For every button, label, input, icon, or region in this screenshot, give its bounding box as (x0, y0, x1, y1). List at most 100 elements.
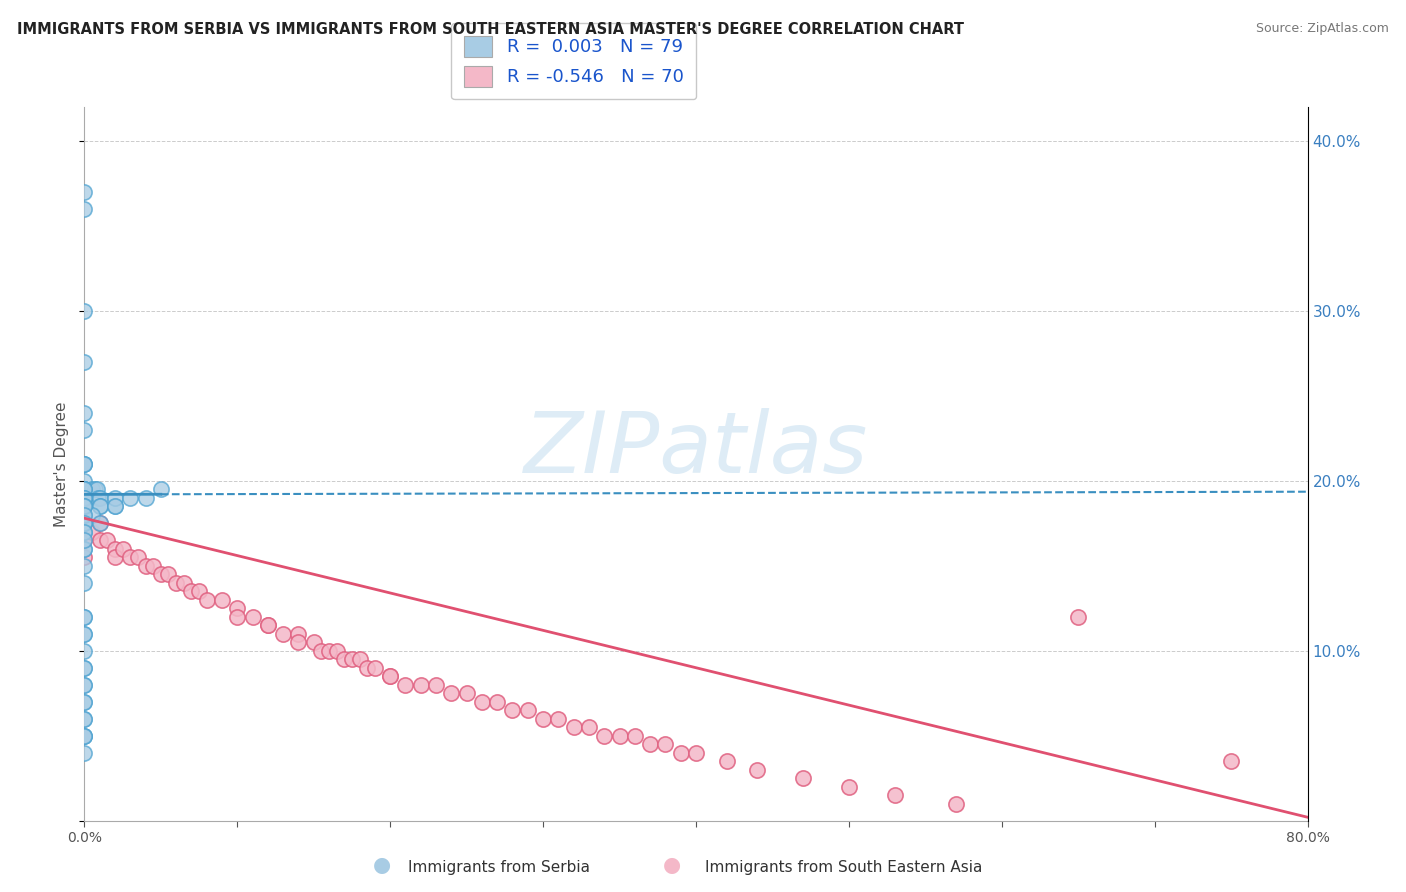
Point (73, 533, 96, 548)
Legend: R =  0.003   N = 79, R = -0.546   N = 70: R = 0.003 N = 79, R = -0.546 N = 70 (451, 23, 696, 99)
Point (73, 712, 96, 726)
Point (104, 550, 127, 565)
Point (73, 483, 96, 497)
Point (257, 618, 280, 632)
Point (380, 669, 402, 683)
Point (380, 669, 402, 683)
Point (226, 601, 249, 615)
Point (73, 746, 96, 760)
Point (73, 457, 96, 471)
Point (73, 508, 96, 522)
Point (593, 729, 616, 743)
Point (1067, 609, 1090, 624)
Point (96, 533, 118, 548)
Point (425, 678, 447, 692)
Point (157, 567, 180, 582)
Point (73, 500, 96, 514)
Point (73, 550, 96, 565)
Point (73, 423, 96, 437)
Point (271, 626, 294, 640)
Point (104, 541, 127, 556)
Point (356, 661, 378, 675)
Point (792, 771, 814, 785)
Point (562, 720, 585, 734)
Point (173, 575, 195, 590)
Point (287, 626, 309, 640)
Point (311, 644, 333, 658)
Point (73, 491, 96, 505)
Point (73, 483, 96, 497)
Point (409, 678, 432, 692)
Point (73, 695, 96, 709)
Point (195, 592, 218, 607)
Point (471, 695, 494, 709)
Point (80, 508, 103, 522)
Point (516, 703, 538, 717)
Point (73, 406, 96, 420)
Point (287, 635, 309, 649)
Point (120, 491, 142, 505)
Point (73, 541, 96, 556)
Y-axis label: Master's Degree: Master's Degree (53, 401, 69, 526)
Text: ZIPatlas: ZIPatlas (524, 408, 868, 491)
Point (165, 575, 187, 590)
Point (73, 491, 96, 505)
Point (135, 558, 157, 573)
Point (73, 661, 96, 675)
Point (945, 797, 967, 811)
Point (73, 508, 96, 522)
Point (104, 500, 127, 514)
Point (87, 491, 110, 505)
Point (73, 202, 96, 216)
Text: ●: ● (374, 855, 391, 874)
Text: Immigrants from Serbia: Immigrants from Serbia (408, 861, 591, 875)
Point (531, 712, 554, 726)
Point (211, 592, 233, 607)
Point (73, 457, 96, 471)
Point (73, 516, 96, 531)
Point (340, 652, 363, 666)
Point (73, 626, 96, 640)
Point (73, 500, 96, 514)
Point (89, 516, 111, 531)
Point (142, 558, 165, 573)
Point (73, 729, 96, 743)
Point (638, 737, 661, 751)
Point (318, 644, 340, 658)
Point (120, 550, 142, 565)
Point (394, 678, 416, 692)
Point (578, 720, 600, 734)
Point (180, 584, 202, 599)
Point (73, 626, 96, 640)
Point (73, 661, 96, 675)
Point (302, 635, 325, 649)
Point (440, 686, 463, 700)
Point (547, 712, 569, 726)
Point (73, 474, 96, 488)
Point (73, 491, 96, 505)
Point (73, 678, 96, 692)
Point (883, 788, 905, 802)
Point (135, 491, 157, 505)
Point (89, 516, 111, 531)
Point (349, 652, 371, 666)
Point (149, 567, 172, 582)
Point (747, 763, 769, 777)
Point (73, 491, 96, 505)
Point (80, 483, 103, 497)
Point (73, 500, 96, 514)
Point (73, 516, 96, 531)
Point (73, 516, 96, 531)
Point (73, 678, 96, 692)
Point (654, 737, 676, 751)
Point (73, 491, 96, 505)
Point (73, 500, 96, 514)
Point (73, 500, 96, 514)
Point (73, 712, 96, 726)
Point (73, 695, 96, 709)
Point (73, 483, 96, 497)
Point (73, 644, 96, 658)
Point (669, 746, 692, 760)
Point (73, 483, 96, 497)
Point (73, 500, 96, 514)
